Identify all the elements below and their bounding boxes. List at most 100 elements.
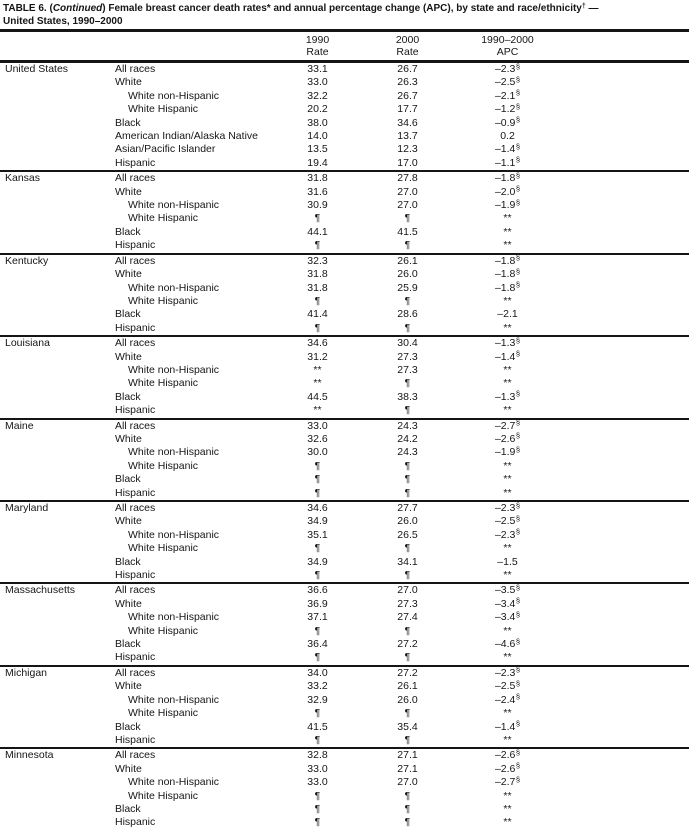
- apc-cell: **: [503, 404, 512, 417]
- state-label: [0, 212, 110, 225]
- state-label: [0, 734, 110, 748]
- table-row: White 33.0 27.1 –2.6§: [0, 761, 689, 776]
- apc-cell: –1.1§: [494, 155, 521, 169]
- state-label: Kentucky: [5, 254, 49, 267]
- apc-cell: –2.5§: [494, 74, 521, 89]
- race-label: White: [115, 762, 142, 775]
- state-label: [0, 199, 110, 212]
- table-row: White 36.9 27.3 –3.4§: [0, 596, 689, 611]
- filler-cell: [565, 638, 689, 651]
- rate-1990-cell: 19.4: [307, 156, 328, 169]
- race-label: Black: [115, 555, 141, 568]
- state-label: United States: [5, 63, 69, 75]
- table-row: Black 36.4 27.2 –4.6§: [0, 637, 689, 651]
- state-label: [0, 157, 110, 171]
- filler-cell: [565, 351, 689, 364]
- filler-cell: [565, 803, 689, 816]
- rate-2000-cell: 38.3: [397, 390, 418, 403]
- state-section: Kansas All races 31.8 27.8 –1.8§ White 31.6 27.…: [0, 171, 689, 253]
- rate-2000-cell: ¶: [404, 789, 411, 802]
- apc-cell: **: [503, 212, 512, 225]
- state-label: [0, 308, 110, 321]
- apc-cell: –2.0§: [494, 184, 521, 198]
- filler-cell: [565, 103, 689, 116]
- rate-2000-cell: 30.4: [397, 337, 418, 350]
- table-row: Black ¶ ¶ **: [0, 803, 689, 816]
- table-row: Hispanic ¶ ¶ **: [0, 651, 689, 665]
- state-label: Minnesota: [5, 749, 54, 762]
- filler-cell: [565, 143, 689, 156]
- race-label: White non-Hispanic: [128, 363, 220, 376]
- rate-2000-cell: 27.0: [397, 584, 418, 597]
- column-header-row: 1990 Rate 2000 Rate 1990–2000 APC: [0, 31, 689, 62]
- table-row: White non-Hispanic 35.1 26.5 –2.3§: [0, 527, 689, 542]
- state-label: [0, 322, 110, 336]
- significance-marker: §: [515, 88, 521, 98]
- apc-cell: –1.9§: [494, 444, 521, 459]
- table-row: White 33.2 26.1 –2.5§: [0, 679, 689, 693]
- race-label: White Hispanic: [128, 103, 199, 116]
- state-label: [0, 460, 110, 473]
- race-label: All races: [115, 584, 156, 597]
- rate-1990-cell: 31.8: [307, 268, 328, 281]
- rate-2000-cell: ¶: [404, 459, 411, 472]
- filler-cell: [565, 239, 689, 253]
- race-label: Black: [115, 802, 141, 815]
- table-row: White Hispanic ¶ ¶ **: [0, 460, 689, 473]
- significance-marker: §: [515, 719, 521, 728]
- rate-1990-cell: 33.2: [307, 680, 328, 693]
- rate-2000-cell: ¶: [404, 377, 411, 390]
- rate-1990-cell: 44.5: [307, 390, 328, 403]
- rate-2000-cell: 26.0: [397, 515, 418, 528]
- apc-cell: **: [503, 789, 512, 802]
- filler-cell: [565, 404, 689, 418]
- significance-marker: §: [515, 74, 521, 84]
- apc-cell: –2.3§: [494, 61, 521, 76]
- rate-1990-cell: 34.9: [307, 555, 328, 568]
- table-row: White 32.6 24.2 –2.6§: [0, 431, 689, 446]
- filler-cell: [565, 268, 689, 281]
- table-row: Maryland All races 34.6 27.7 –2.3§: [0, 501, 689, 515]
- rate-1990-cell: ¶: [314, 542, 321, 555]
- significance-marker: §: [515, 500, 521, 510]
- apc-cell: **: [503, 651, 512, 664]
- state-label: [0, 433, 110, 446]
- rate-1990-cell: ¶: [314, 802, 321, 815]
- apc-cell: **: [503, 363, 512, 376]
- state-label: [0, 651, 110, 665]
- significance-marker: §: [515, 431, 521, 441]
- table-row: Black ¶ ¶ **: [0, 473, 689, 486]
- state-label: [0, 226, 110, 239]
- rate-1990-cell: 34.6: [307, 337, 328, 350]
- race-label: White non-Hispanic: [128, 89, 220, 102]
- rate-1990-cell: 38.0: [307, 116, 328, 129]
- col-header-apc: 1990–2000 APC: [481, 34, 534, 58]
- apc-cell: –1.8§: [494, 253, 521, 267]
- race-label: White Hispanic: [128, 377, 199, 390]
- table-row: White 34.9 26.0 –2.5§: [0, 514, 689, 528]
- filler-cell: [565, 776, 689, 789]
- filler-cell: [565, 419, 689, 433]
- apc-cell: –1.4§: [494, 349, 521, 363]
- state-label: [0, 721, 110, 734]
- rate-2000-cell: ¶: [404, 239, 411, 252]
- apc-cell: **: [503, 239, 512, 252]
- state-label: [0, 446, 110, 459]
- rate-2000-cell: 26.0: [397, 693, 418, 706]
- rate-1990-cell: ¶: [314, 789, 321, 802]
- state-label: [0, 487, 110, 501]
- table-row: Black 41.5 35.4 –1.4§: [0, 719, 689, 734]
- rate-2000-cell: 13.7: [397, 130, 418, 143]
- state-label: [0, 707, 110, 720]
- apc-cell: **: [503, 707, 512, 720]
- rate-2000-cell: 26.7: [397, 89, 418, 102]
- filler-cell: [565, 598, 689, 611]
- race-label: White non-Hispanic: [128, 199, 220, 212]
- table-row: White non-Hispanic 32.9 26.0 –2.4§: [0, 692, 689, 707]
- race-label: Black: [115, 116, 141, 129]
- state-label: Kansas: [5, 172, 41, 185]
- state-section: Maine All races 33.0 24.3 –2.7§ White 32.6 24.2…: [0, 418, 689, 501]
- race-label: White non-Hispanic: [128, 446, 220, 459]
- table-row: Minnesota All races 32.8 27.1 –2.6§: [0, 748, 689, 762]
